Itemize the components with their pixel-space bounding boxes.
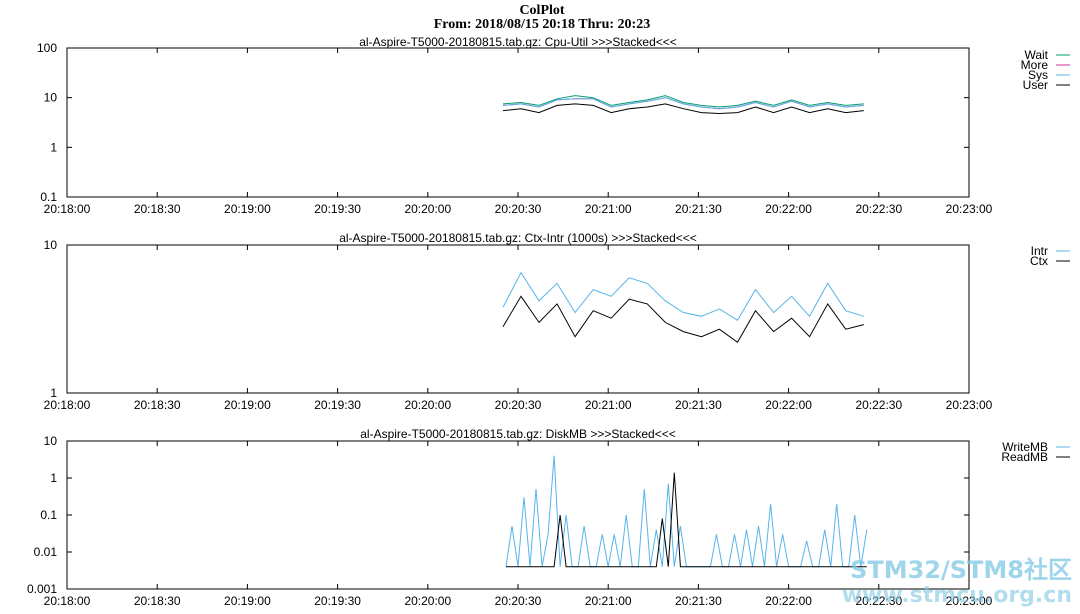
watermark-line2: www.stmcu.org.cn (842, 583, 1072, 608)
x-tick-label: 20:22:30 (855, 398, 902, 412)
series-writemb-line (505, 455, 868, 568)
x-tick-label: 20:19:30 (314, 594, 361, 608)
chart-title: ColPlot (519, 3, 564, 18)
legend-label-user: User (1023, 78, 1048, 92)
x-tick-label: 20:20:00 (404, 202, 451, 216)
legend-label-writemb: WriteMB (1002, 440, 1048, 454)
y-tick-label: 0.001 (27, 582, 57, 596)
x-tick-label: 20:23:00 (946, 398, 993, 412)
panel-3-title: al-Aspire-T5000-20180815.tab.gz: DiskMB … (360, 427, 676, 441)
y-tick-label: 10 (44, 434, 58, 448)
x-tick-label: 20:21:30 (675, 202, 722, 216)
series-readmb-line (506, 472, 867, 568)
x-tick-label: 20:19:00 (224, 398, 271, 412)
x-tick-label: 20:18:00 (44, 398, 91, 412)
x-tick-label: 20:21:00 (585, 594, 632, 608)
x-tick-label: 20:21:30 (675, 398, 722, 412)
x-tick-label: 20:19:00 (224, 594, 271, 608)
plot-frame (66, 244, 970, 394)
legend-label-wait: Wait (1024, 48, 1048, 62)
y-tick-label: 0.1 (40, 190, 57, 204)
x-tick-label: 20:18:00 (44, 594, 91, 608)
x-tick-label: 20:19:30 (314, 202, 361, 216)
watermark-line1: STM32/STM8社区 (850, 556, 1072, 584)
plot-frame (66, 47, 970, 198)
y-tick-label: 1 (50, 471, 57, 485)
series-user-line (502, 103, 864, 115)
y-tick-label: 1 (50, 140, 57, 154)
panel-1: 0.1 1 10 100 20:18:00 20:18:30 20:19:00 20:19:3… (37, 41, 1070, 216)
x-tick-label: 20:22:00 (765, 398, 812, 412)
x-tick-label: 20:20:30 (495, 594, 542, 608)
x-tick-label: 20:20:30 (495, 202, 542, 216)
legend-label-more: More (1021, 58, 1049, 72)
y-tick-label: 10 (44, 238, 58, 252)
x-tick-label: 20:22:00 (765, 594, 812, 608)
panel-2-title: al-Aspire-T5000-20180815.tab.gz: Ctx-Int… (339, 231, 697, 245)
panel-1-title: al-Aspire-T5000-20180815.tab.gz: Cpu-Uti… (359, 35, 677, 49)
legend-label-intr: Intr (1031, 244, 1048, 258)
x-tick-label: 20:23:00 (946, 202, 993, 216)
series-wait-line (502, 95, 864, 108)
y-tick-label: 1 (50, 386, 57, 400)
x-tick-label: 20:21:30 (675, 594, 722, 608)
y-tick-label: 100 (37, 41, 57, 55)
x-tick-label: 20:21:00 (585, 202, 632, 216)
series-intr-line (502, 271, 864, 321)
x-tick-label: 20:20:00 (404, 594, 451, 608)
x-tick-label: 20:20:00 (404, 398, 451, 412)
y-tick-label: 10 (44, 91, 58, 105)
x-tick-label: 20:18:30 (134, 202, 181, 216)
panel-3: 0.001 0.01 0.1 1 10 20:18:00 20:18:30 20:19:00 2… (27, 434, 1070, 608)
x-tick-label: 20:22:30 (855, 202, 902, 216)
x-tick-label: 20:19:30 (314, 398, 361, 412)
x-tick-label: 20:22:00 (765, 202, 812, 216)
x-tick-label: 20:20:30 (495, 398, 542, 412)
chart-subtitle: From: 2018/08/15 20:18 Thru: 20:23 (434, 17, 650, 32)
panel-2: 1 10 20:18:00 20:18:30 20:19:00 20:19:30 20:20… (44, 238, 1070, 412)
series-ctx-line (502, 295, 864, 344)
series-sys-line (502, 97, 864, 110)
legend-label-readmb: ReadMB (1001, 450, 1048, 464)
x-tick-label: 20:19:00 (224, 202, 271, 216)
x-tick-label: 20:18:30 (134, 398, 181, 412)
y-tick-label: 0.01 (34, 545, 58, 559)
x-tick-label: 20:18:00 (44, 202, 91, 216)
x-tick-label: 20:21:00 (585, 398, 632, 412)
legend-label-sys: Sys (1028, 68, 1048, 82)
legend-label-ctx: Ctx (1030, 254, 1048, 268)
y-tick-label: 0.1 (40, 508, 57, 522)
x-tick-label: 20:22:30 (855, 594, 902, 608)
x-tick-label: 20:18:30 (134, 594, 181, 608)
x-tick-label: 20:23:00 (946, 594, 993, 608)
panels: 0.1 1 10 100 20:18:00 20:18:30 20:19:00 20:19:3… (27, 41, 1070, 608)
